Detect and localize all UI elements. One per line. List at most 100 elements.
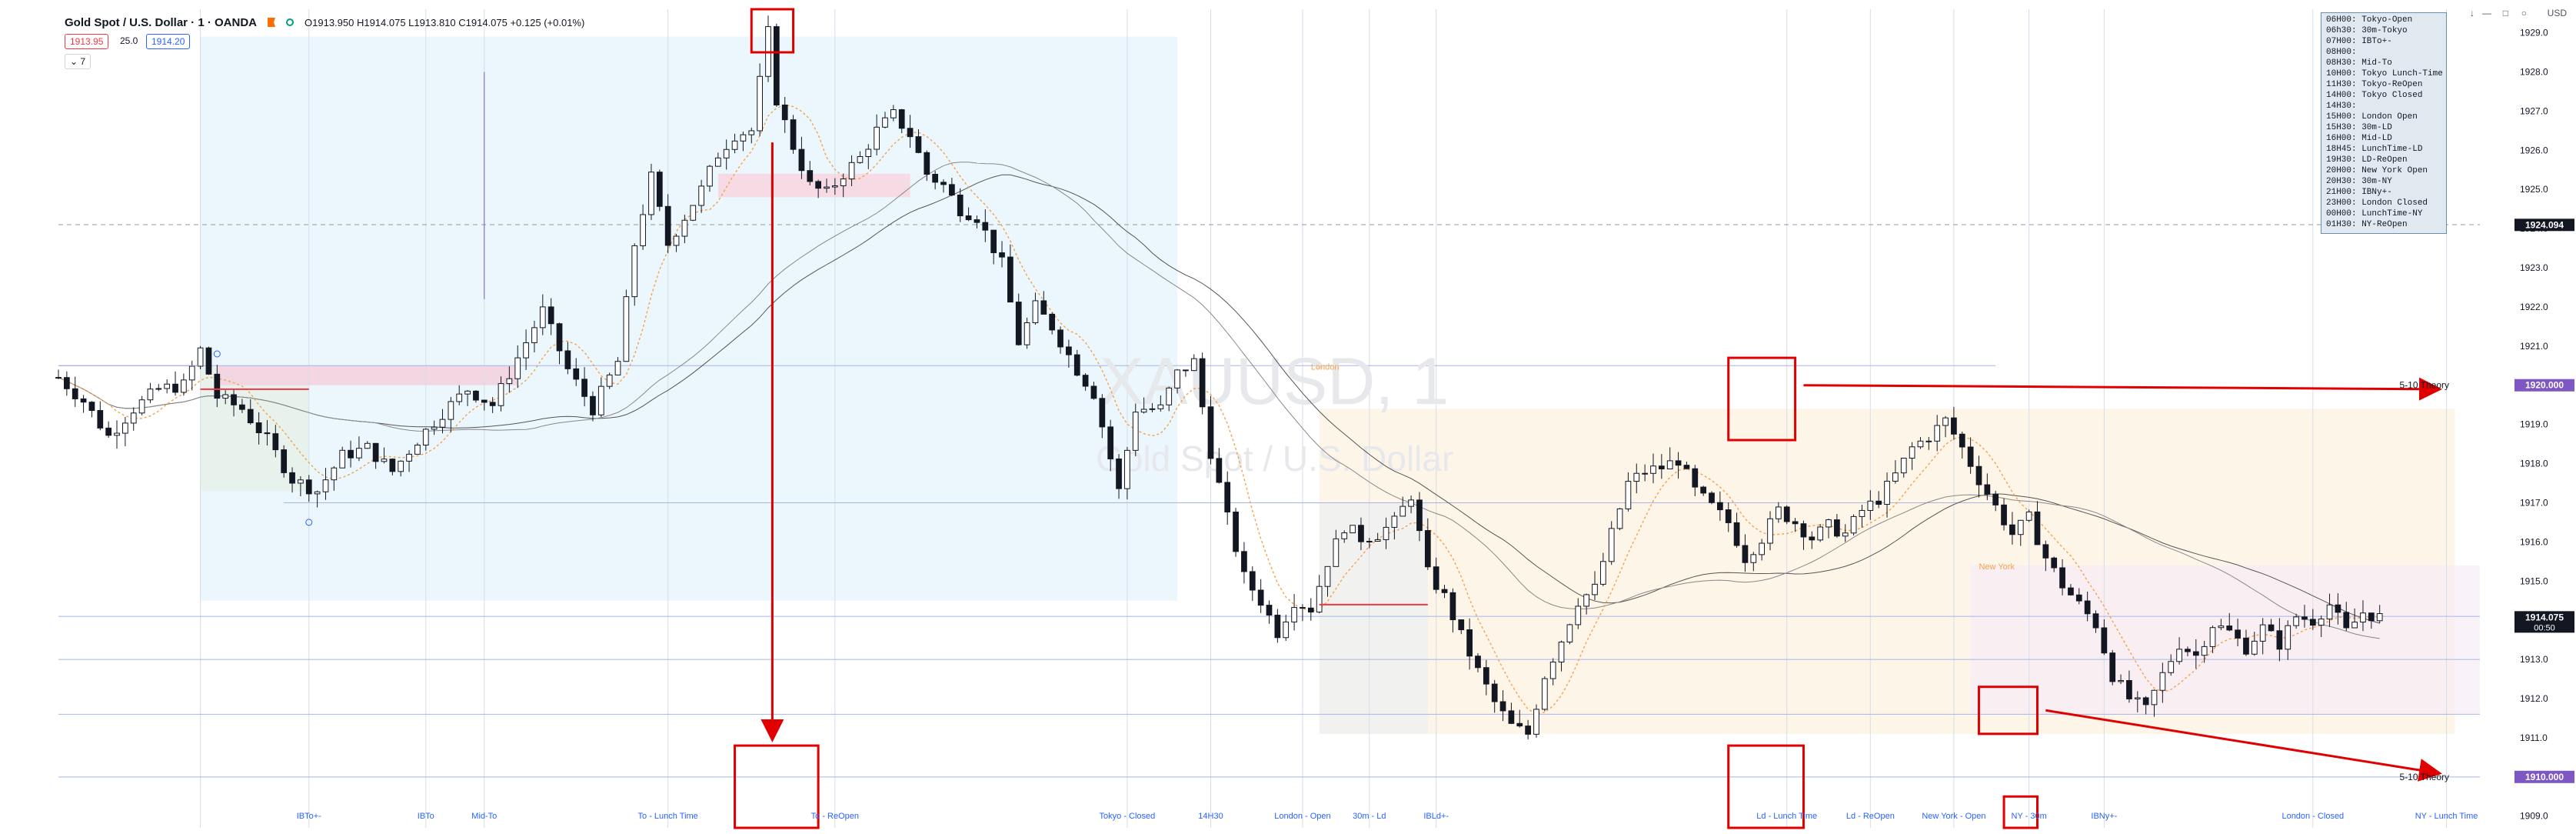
candle-body [272, 433, 279, 451]
candle-body [2285, 625, 2291, 650]
price-axis[interactable]: 1909.01910.01911.01912.01913.01914.01915… [2480, 0, 2576, 834]
candle-body [1358, 525, 1364, 542]
candle-body [1917, 440, 1924, 448]
settings-icon[interactable]: ○ [2521, 8, 2527, 18]
candle-body [564, 350, 571, 369]
candle-body [1307, 607, 1314, 613]
price-tick-label: 1923.0 [2520, 262, 2548, 273]
candle-body [1424, 530, 1431, 568]
indicators-count: 7 [80, 56, 86, 67]
candle-body [1274, 614, 1281, 639]
candle-body [1124, 449, 1130, 489]
session-time-row: 20H30: 30m-NY [2326, 177, 2392, 186]
indicators-toggle[interactable]: ⌄ 7 [65, 54, 92, 69]
candle-body [1533, 709, 1539, 735]
london-opening-range-zone [1319, 502, 1428, 734]
candle-body [55, 377, 62, 379]
candle-body [205, 347, 212, 375]
theory-price-tag-text: 1920.000 [2525, 380, 2564, 391]
candle-body [2118, 680, 2124, 682]
last-price-tag-text: 1914.075 [2525, 612, 2564, 622]
session-time-row: 15H30: 30m-LD [2326, 123, 2392, 132]
symbol-title[interactable]: Gold Spot / U.S. Dollar · 1 · OANDA [65, 15, 258, 29]
candle-body [2218, 626, 2225, 629]
chart-header: Gold Spot / U.S. Dollar · 1 · OANDA O191… [65, 11, 584, 34]
fullscreen-icon[interactable]: □ [2502, 8, 2508, 18]
candle-body [1300, 607, 1306, 609]
candle-body [1650, 465, 1656, 474]
candle-body [1525, 726, 1531, 735]
candle-body [1433, 566, 1439, 590]
minimize-icon[interactable]: — [2482, 8, 2491, 18]
session-axis-label: Ld - Lunch Time [1756, 812, 1817, 821]
candle-body [147, 389, 154, 401]
supply-zone [217, 365, 518, 385]
candle-body [406, 453, 412, 462]
price-tick-label: 1918.0 [2520, 459, 2548, 469]
candle-body [114, 432, 120, 436]
candle-body [2042, 544, 2049, 559]
candle-body [1692, 468, 1699, 488]
candle-body [874, 126, 880, 150]
ny-low-highlight-box [1977, 686, 2039, 736]
ask-price[interactable]: 1914.20 [146, 34, 191, 49]
candle-body [1224, 482, 1231, 513]
last-price-tag [2514, 611, 2574, 633]
candle-body [1984, 484, 1991, 495]
candle-body [255, 422, 262, 434]
session-time-row: 08H30: Mid-To [2326, 58, 2392, 68]
candle-body [773, 26, 780, 105]
candle-body [2101, 627, 2108, 654]
candle-body [414, 444, 421, 455]
candle-body [2092, 613, 2099, 629]
candle-body [381, 459, 388, 462]
candle-body [2126, 680, 2132, 699]
candle-body [2360, 612, 2366, 623]
candle-body [1608, 528, 1615, 562]
candle-body [907, 128, 914, 138]
candle-body [506, 378, 513, 385]
price-tick-label: 1928.0 [2520, 66, 2548, 77]
session-time-row: 19H30: LD-ReOpen [2326, 155, 2408, 165]
candle-body [1015, 302, 1022, 345]
flag-icon[interactable] [268, 18, 276, 27]
candle-body [882, 117, 888, 128]
tokyo-session-zone [200, 36, 1178, 601]
candle-body [2259, 624, 2266, 642]
candle-body [1925, 440, 1932, 442]
candle-body [1399, 505, 1406, 517]
download-icon[interactable]: ↓ [2470, 8, 2474, 18]
candle-body [2134, 697, 2141, 699]
candle-body [1333, 538, 1340, 567]
session-time-row: 14H00: Tokyo Closed [2326, 91, 2423, 100]
candle-body [1541, 678, 1548, 710]
candle-body [2159, 672, 2166, 691]
candle-body [1992, 493, 1999, 505]
candle-body [1073, 354, 1080, 376]
candle-body [2025, 511, 2032, 521]
marked-level-tag [2514, 219, 2574, 232]
bid-price[interactable]: 1913.95 [65, 34, 109, 49]
candle-body [840, 178, 847, 186]
candle-body [1599, 561, 1606, 585]
candle-body [857, 155, 864, 163]
candle-body [1057, 329, 1063, 348]
session-axis-label: To - Lunch Time [638, 812, 698, 821]
session-time-row: 01H30: NY-ReOpen [2326, 220, 2408, 229]
candle-body [640, 214, 646, 246]
candle-body [2068, 587, 2074, 595]
price-tick-label: 1921.0 [2520, 341, 2548, 352]
lunch-time-highlight-box [734, 744, 820, 829]
session-time-row: 16H00: Mid-LD [2326, 134, 2392, 143]
candle-body [648, 172, 654, 215]
price-tick-label: 1916.0 [2520, 536, 2548, 547]
candle-body [289, 472, 295, 484]
candle-body [122, 422, 128, 434]
candle-body [523, 342, 529, 359]
currency-selector[interactable]: USD [2547, 8, 2567, 18]
candle-body [1241, 551, 1247, 572]
candle-body [489, 402, 496, 406]
candle-body [1767, 518, 1773, 544]
candle-body [2209, 627, 2216, 647]
